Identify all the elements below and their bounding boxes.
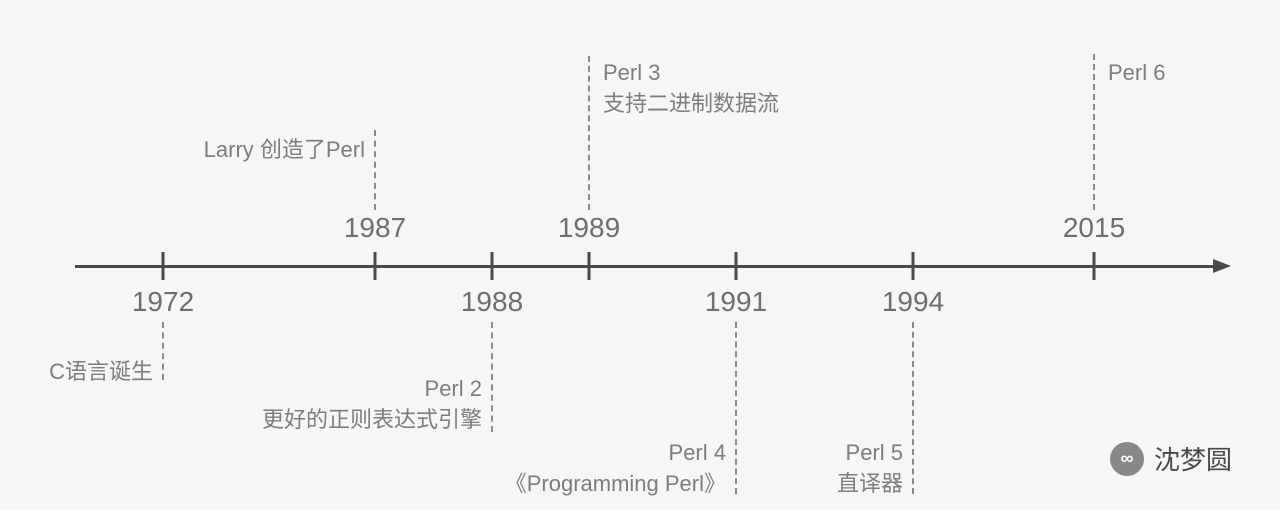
event-text-line: Perl 5 (837, 438, 903, 469)
year-label-1989: 1989 (558, 212, 620, 244)
tick-1994 (912, 252, 915, 280)
event-label-1988: Perl 2更好的正则表达式引擎 (262, 374, 482, 436)
event-text-line: C语言诞生 (49, 357, 153, 388)
watermark-icon: ∞ (1110, 442, 1144, 476)
connector-2015 (1093, 54, 1095, 210)
event-text-line: Perl 3 (603, 58, 779, 89)
event-text-line: 《Programming Perl》 (505, 469, 726, 500)
event-text-line: Perl 2 (262, 374, 482, 405)
event-text-line: 直译器 (837, 469, 903, 500)
connector-1988 (491, 322, 493, 432)
connector-1994 (912, 322, 914, 494)
event-text-line: Larry 创造了Perl (204, 135, 365, 166)
event-label-1972: C语言诞生 (49, 357, 153, 388)
event-text-line: 更好的正则表达式引擎 (262, 405, 482, 436)
watermark: ∞ 沈梦圆 (1110, 440, 1232, 477)
timeline-axis (75, 265, 1215, 268)
connector-1987 (374, 130, 376, 210)
axis-arrow-icon (1213, 259, 1231, 273)
year-label-1987: 1987 (344, 212, 406, 244)
event-label-1994: Perl 5直译器 (837, 438, 903, 500)
watermark-text: 沈梦圆 (1154, 440, 1232, 477)
connector-1991 (735, 322, 737, 494)
tick-1988 (491, 252, 494, 280)
connector-1989 (588, 56, 590, 210)
year-label-1991: 1991 (705, 286, 767, 318)
event-label-1987: Larry 创造了Perl (204, 135, 365, 166)
event-label-1991: Perl 4《Programming Perl》 (505, 438, 726, 500)
tick-1972 (162, 252, 165, 280)
tick-1991 (735, 252, 738, 280)
event-label-2015: Perl 6 (1108, 58, 1165, 89)
tick-1989 (588, 252, 591, 280)
connector-1972 (162, 322, 164, 380)
year-label-2015: 2015 (1063, 212, 1125, 244)
year-label-1988: 1988 (461, 286, 523, 318)
year-label-1994: 1994 (882, 286, 944, 318)
event-text-line: 支持二进制数据流 (603, 89, 779, 120)
tick-2015 (1093, 252, 1096, 280)
timeline-diagram: 1972 C语言诞生 1987 Larry 创造了Perl 1988 Perl 2更好的正… (0, 0, 1280, 510)
tick-1987 (374, 252, 377, 280)
event-text-line: Perl 4 (505, 438, 726, 469)
year-label-1972: 1972 (132, 286, 194, 318)
event-label-1989: Perl 3支持二进制数据流 (603, 58, 779, 120)
event-text-line: Perl 6 (1108, 58, 1165, 89)
